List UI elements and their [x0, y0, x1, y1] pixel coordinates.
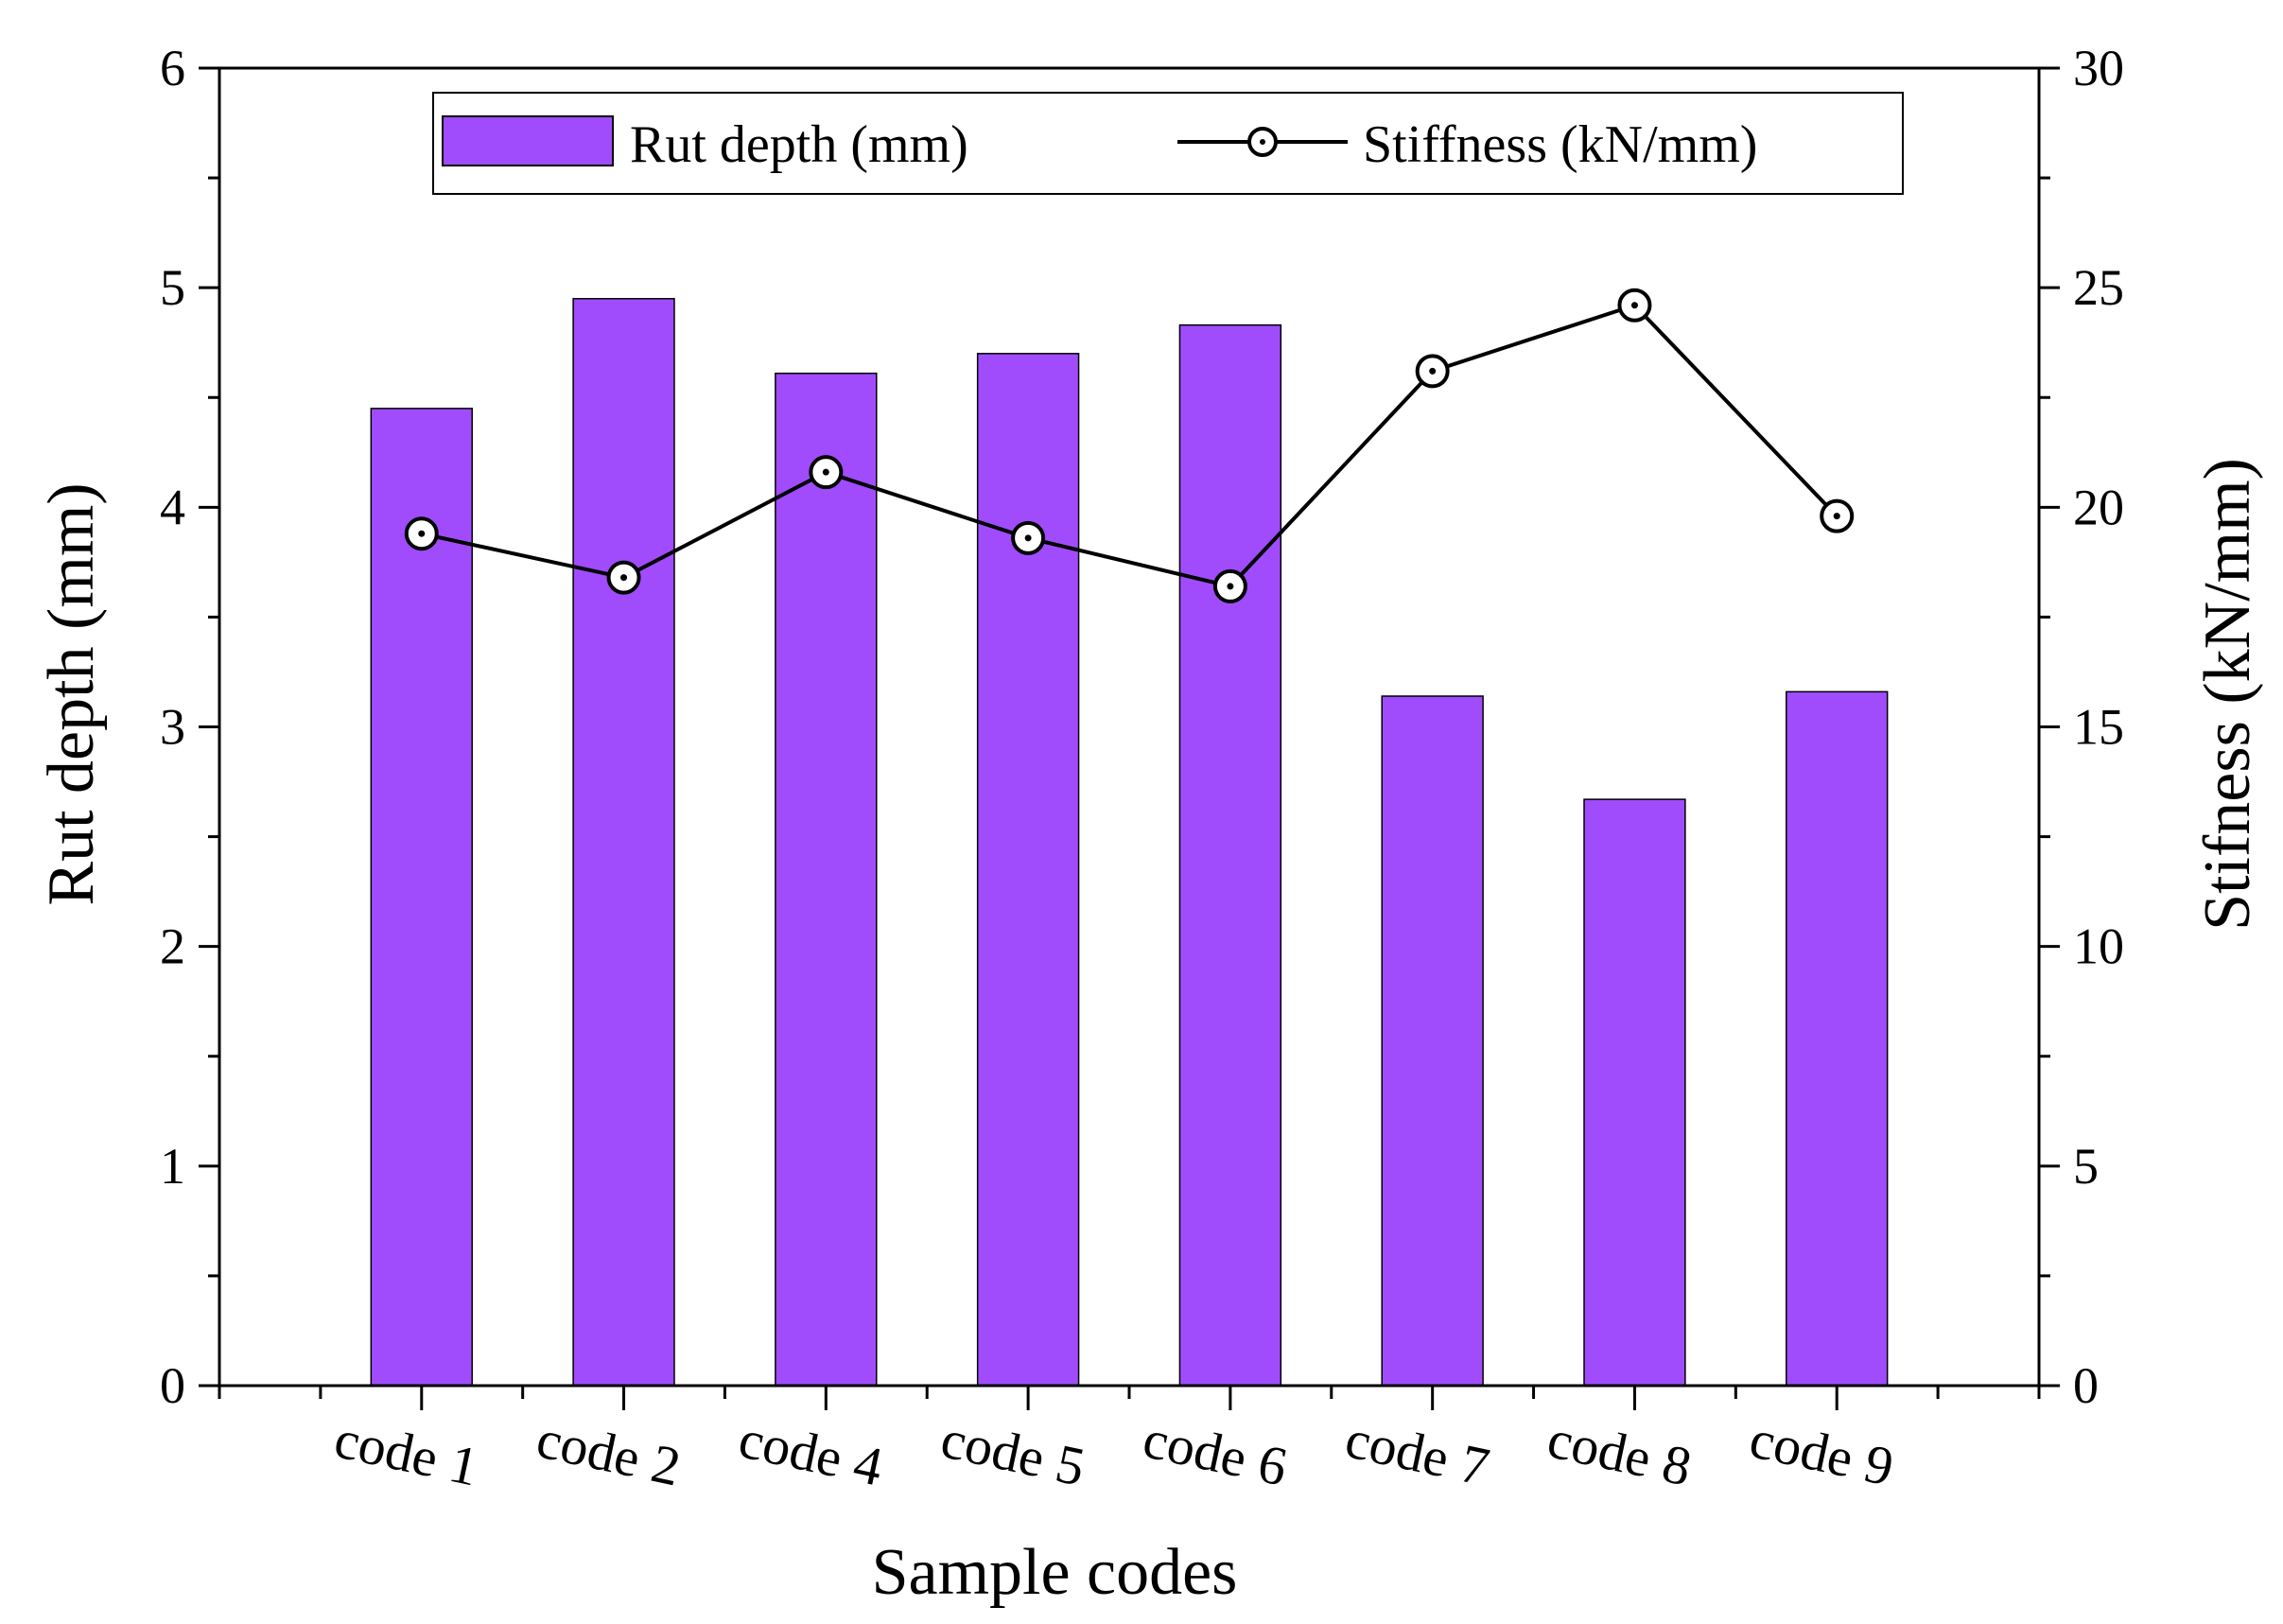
y2-tick-label: 0	[2073, 1357, 2099, 1414]
x-tick-label: code 9	[1745, 1407, 1899, 1497]
line-layer	[404, 288, 1855, 603]
bar-6	[1381, 695, 1484, 1387]
y-tick-label: 4	[160, 479, 185, 535]
stiffness-point-dot	[1630, 302, 1638, 309]
stiffness-point-dot	[620, 574, 628, 582]
legend-box	[432, 92, 1904, 195]
x-tick-label: code 6	[1138, 1407, 1292, 1497]
stiffness-point-dot	[1833, 513, 1840, 520]
y-tick-label: 1	[160, 1138, 185, 1195]
bar-8	[1786, 690, 1889, 1387]
legend-line-marker-dot	[1260, 139, 1265, 145]
axes-layer	[199, 66, 2060, 1410]
stiffness-point-dot	[822, 468, 829, 476]
y-axis-title: Rut depth (mm)	[35, 482, 108, 905]
y2-tick-label: 25	[2073, 259, 2124, 316]
y2-tick-label: 20	[2073, 479, 2124, 535]
y2-tick-label: 30	[2073, 40, 2124, 96]
stiffness-point-dot	[1429, 367, 1437, 375]
legend-bar-label: Rut depth (mm)	[630, 115, 968, 174]
stiffness-point-dot	[418, 530, 426, 537]
bar-5	[1178, 323, 1282, 1387]
x-tick-label: code 7	[1340, 1407, 1494, 1497]
y-tick-label: 5	[160, 259, 185, 316]
bar-3	[775, 372, 878, 1387]
x-tick-label: code 8	[1542, 1407, 1697, 1497]
stiffness-point-dot	[1227, 583, 1234, 590]
stiffness-line	[421, 303, 1839, 589]
bar-7	[1583, 798, 1686, 1387]
y2-tick-label: 5	[2073, 1138, 2099, 1195]
x-tick-label: code 1	[329, 1407, 483, 1497]
bar-4	[976, 353, 1080, 1387]
y-tick-label: 2	[160, 918, 185, 975]
x-tick-label: code 2	[532, 1407, 686, 1497]
x-axis-title: Sample codes	[872, 1536, 1238, 1609]
bars-layer	[370, 298, 1889, 1387]
x-tick-label: code 5	[936, 1407, 1090, 1497]
legend: Rut depth (mm) Stiffness (kN/mm)	[432, 92, 1904, 195]
stiffness-point-dot	[1024, 534, 1032, 542]
y2-tick-label: 15	[2073, 699, 2124, 756]
bar-1	[370, 408, 473, 1387]
y2-tick-label: 10	[2073, 918, 2124, 975]
y-tick-label: 3	[160, 699, 185, 756]
y2-axis-title: Stifness (kN/mm)	[2191, 458, 2264, 931]
y-tick-label: 6	[160, 40, 185, 96]
x-tick-label: code 4	[734, 1407, 888, 1497]
bar-2	[572, 298, 675, 1387]
legend-bar-swatch	[442, 115, 614, 166]
y-tick-label: 0	[160, 1357, 185, 1414]
legend-line-label: Stiffness (kN/mm)	[1363, 115, 1757, 174]
